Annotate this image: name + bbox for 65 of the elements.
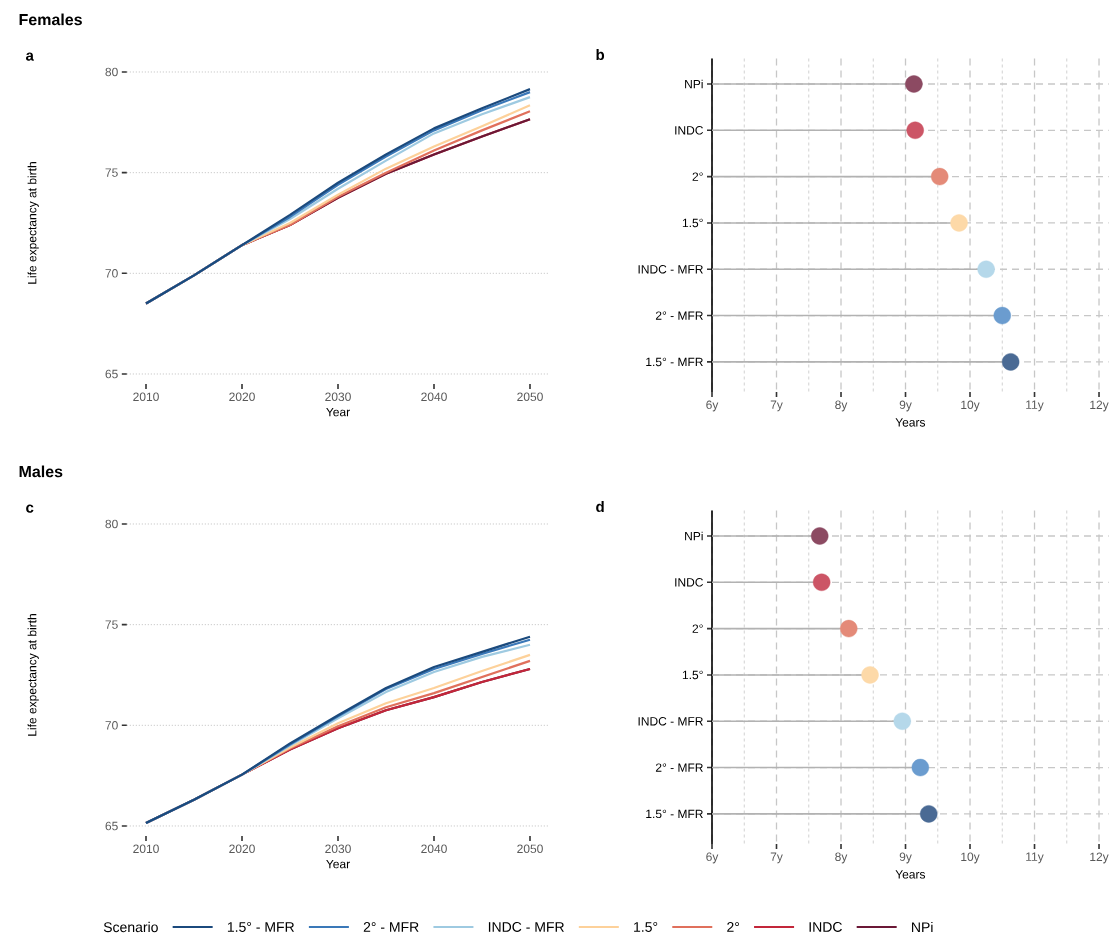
y-tick-label: 1.5° — [682, 670, 703, 680]
legend-label: 2° — [727, 922, 740, 932]
y-tick-label: INDC — [675, 126, 703, 135]
x-axis-title: Years — [895, 870, 926, 879]
x-tick-label: 6y — [706, 400, 719, 412]
y-tick-label: 80 — [105, 67, 118, 77]
y-tick-label: 1.5° — [682, 218, 703, 228]
x-tick-label: 8y — [835, 852, 848, 864]
x-tick-label: 2040 — [421, 392, 447, 402]
chart-subtitle: a — [25, 52, 34, 61]
x-tick-label: 2030 — [325, 392, 351, 402]
chart-title: Females — [19, 13, 82, 26]
y-tick-label: 70 — [105, 721, 118, 730]
y-tick-label: NPi — [685, 79, 703, 89]
y-axis-title: Life expectancy at birth — [27, 162, 39, 284]
y-tick-label: INDC - MFR — [638, 265, 703, 274]
legend-label: 2° - MFR — [363, 922, 419, 932]
x-tick-label: 2010 — [133, 844, 159, 854]
chart-subtitle: c — [26, 504, 34, 513]
legend-label: NPi — [912, 921, 933, 933]
x-tick-label: 12y — [1090, 852, 1109, 864]
x-tick-label: 11y — [1026, 400, 1044, 412]
x-axis-title: Years — [895, 418, 926, 427]
x-tick-label: 12y — [1090, 400, 1109, 412]
x-tick-label: 7y — [770, 400, 783, 412]
x-tick-label: 2050 — [517, 392, 543, 402]
y-tick-label: 65 — [105, 821, 118, 831]
y-tick-label: NPi — [685, 531, 703, 541]
y-tick-label: INDC - MFR — [638, 717, 703, 726]
chart-title: Males — [19, 465, 63, 478]
x-axis-title: Year — [326, 859, 350, 869]
y-tick-label: 1.5° - MFR — [646, 809, 703, 819]
y-tick-label: INDC — [675, 578, 703, 587]
chart-subtitle: d — [596, 501, 604, 513]
chart-subtitle: b — [596, 49, 605, 61]
y-tick-label: 75 — [105, 620, 118, 629]
y-tick-label: 80 — [105, 519, 118, 529]
x-tick-label: 9y — [899, 852, 912, 864]
y-tick-label: 70 — [105, 269, 118, 278]
x-tick-label: 8y — [835, 400, 848, 412]
legend-label: 1.5° - MFR — [227, 922, 295, 932]
x-tick-label: 6y — [706, 852, 719, 864]
x-tick-label: 2010 — [133, 392, 159, 402]
x-tick-label: 2050 — [517, 844, 543, 854]
x-tick-label: 2030 — [325, 844, 351, 854]
x-axis-title: Year — [326, 407, 350, 417]
y-tick-label: 2° - MFR — [655, 763, 703, 772]
x-tick-label: 11y — [1026, 852, 1044, 864]
x-tick-label: 2020 — [229, 844, 255, 854]
legend-label: INDC - MFR — [488, 922, 564, 932]
x-tick-label: 2020 — [229, 392, 255, 402]
y-tick-label: 2° - MFR — [655, 311, 703, 320]
y-tick-label: 1.5° - MFR — [646, 357, 703, 367]
x-tick-label: 7y — [770, 852, 783, 864]
y-tick-label: 2° — [692, 624, 703, 633]
legend-label: INDC — [809, 922, 842, 932]
x-tick-label: 10y — [961, 852, 980, 864]
y-tick-label: 75 — [105, 168, 118, 177]
y-tick-label: 2° — [692, 172, 703, 181]
y-axis-title: Life expectancy at birth — [27, 614, 39, 736]
y-tick-label: 65 — [105, 369, 118, 379]
x-tick-label: 9y — [899, 400, 912, 412]
x-tick-label: 2040 — [421, 844, 447, 854]
legend-title: Scenario — [103, 921, 158, 933]
x-tick-label: 10y — [961, 400, 980, 412]
